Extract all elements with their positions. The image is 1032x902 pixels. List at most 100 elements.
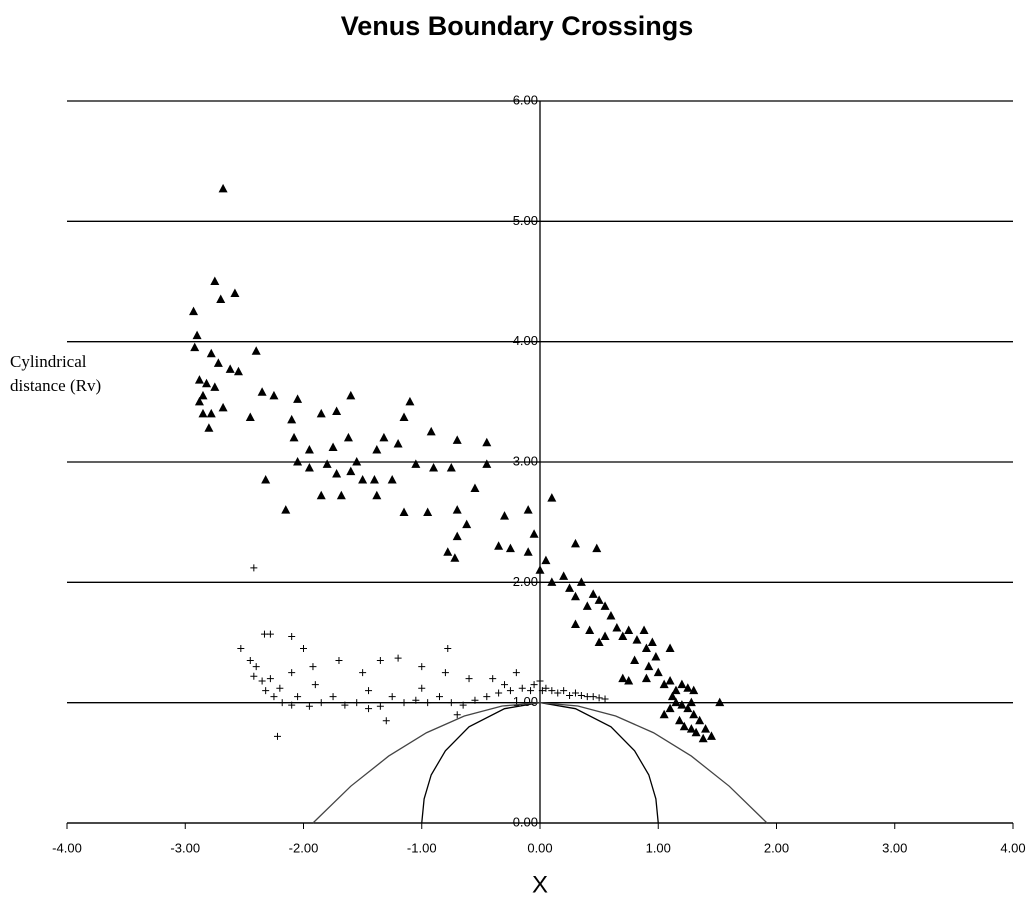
plus-point <box>601 695 609 703</box>
triangle-point <box>379 432 389 442</box>
triangle-point <box>411 459 421 468</box>
triangle-point <box>630 655 640 665</box>
triangle-point <box>689 709 699 719</box>
triangle-point <box>462 519 472 529</box>
plus-point <box>335 657 343 665</box>
triangle-point <box>665 676 675 685</box>
triangle-point <box>535 565 545 574</box>
y-tick-label: 6.00 <box>513 92 538 107</box>
plus-point <box>447 699 455 707</box>
plus-point <box>262 687 270 695</box>
triangle-point <box>387 475 397 484</box>
plus-point <box>294 693 302 701</box>
triangle-point <box>393 438 403 448</box>
triangle-point <box>653 667 663 677</box>
triangle-point <box>452 435 462 444</box>
chart-title: Venus Boundary Crossings <box>341 11 694 41</box>
plus-point <box>501 681 509 689</box>
triangle-point <box>281 505 291 514</box>
triangle-point <box>618 673 628 683</box>
plus-point <box>288 669 296 677</box>
triangle-point <box>210 276 220 285</box>
triangle-point <box>624 676 634 685</box>
triangle-point <box>594 637 604 646</box>
plus-point <box>270 693 278 701</box>
x-tick-label: -1.00 <box>407 840 437 855</box>
triangle-point <box>190 342 200 352</box>
triangle-point <box>304 463 314 472</box>
triangle-point <box>206 348 216 358</box>
triangle-point <box>304 444 314 454</box>
triangle-point <box>683 703 693 713</box>
triangle-point <box>343 432 353 442</box>
plus-point <box>527 687 535 695</box>
plus-point <box>246 657 254 665</box>
triangle-point <box>559 571 569 580</box>
curve <box>312 702 768 824</box>
triangle-point <box>529 529 539 538</box>
triangle-point <box>218 183 228 193</box>
triangle-point <box>677 700 687 709</box>
triangle-point <box>192 330 202 340</box>
triangle-point <box>452 531 462 541</box>
plus-point <box>483 693 491 701</box>
plus-point <box>418 663 426 671</box>
plus-point <box>288 632 296 640</box>
triangle-point <box>194 396 204 406</box>
plus-point <box>571 689 579 697</box>
plus-point <box>300 645 307 653</box>
triangle-point <box>346 390 356 400</box>
plus-point <box>382 717 390 725</box>
triangle-point <box>585 625 595 634</box>
triangle-point <box>405 396 415 406</box>
triangle-point <box>576 577 586 586</box>
triangle-point <box>500 511 510 520</box>
triangle-point <box>659 709 669 719</box>
y-tick-label: 5.00 <box>513 213 538 228</box>
triangle-point <box>257 387 267 396</box>
triangle-point <box>316 490 326 500</box>
plus-point <box>365 687 373 695</box>
triangle-point <box>269 390 279 400</box>
triangle-point <box>482 459 492 468</box>
plus-point <box>441 669 449 677</box>
triangle-point <box>547 577 557 586</box>
triangle-point <box>426 426 436 436</box>
triangle-point <box>624 625 634 634</box>
y-tick-label: 4.00 <box>513 333 538 348</box>
triangle-point <box>251 346 261 355</box>
plus-point <box>418 684 426 692</box>
x-axis-label: X <box>532 871 548 898</box>
triangle-point <box>230 288 240 298</box>
triangle-point <box>482 437 492 447</box>
triangle-point <box>446 463 456 472</box>
triangle-point <box>671 685 681 695</box>
triangle-point <box>198 390 208 400</box>
plus-point <box>542 684 550 692</box>
triangle-point <box>641 673 651 683</box>
y-tick-label: 3.00 <box>513 453 538 468</box>
triangle-point <box>570 538 580 548</box>
plus-point <box>266 675 274 683</box>
plus-point <box>250 564 258 572</box>
triangle-point <box>686 724 696 733</box>
triangle-point <box>372 444 382 454</box>
triangle-point <box>336 490 346 500</box>
plus-point <box>311 681 319 689</box>
triangle-point <box>443 547 453 556</box>
triangle-point <box>715 697 725 707</box>
triangle-point <box>523 547 533 556</box>
plus-point <box>518 684 526 692</box>
plus-point <box>305 702 313 710</box>
x-tick-label: 4.00 <box>1000 840 1025 855</box>
plus-point <box>288 701 296 709</box>
plus-point <box>359 669 367 677</box>
triangle-point <box>328 442 338 452</box>
triangle-point <box>346 466 356 476</box>
plus-point <box>471 696 479 704</box>
plus-point <box>577 691 585 699</box>
triangle-point <box>194 375 204 384</box>
plus-point <box>258 677 266 685</box>
plus-point <box>560 687 568 695</box>
triangle-point <box>659 679 669 689</box>
